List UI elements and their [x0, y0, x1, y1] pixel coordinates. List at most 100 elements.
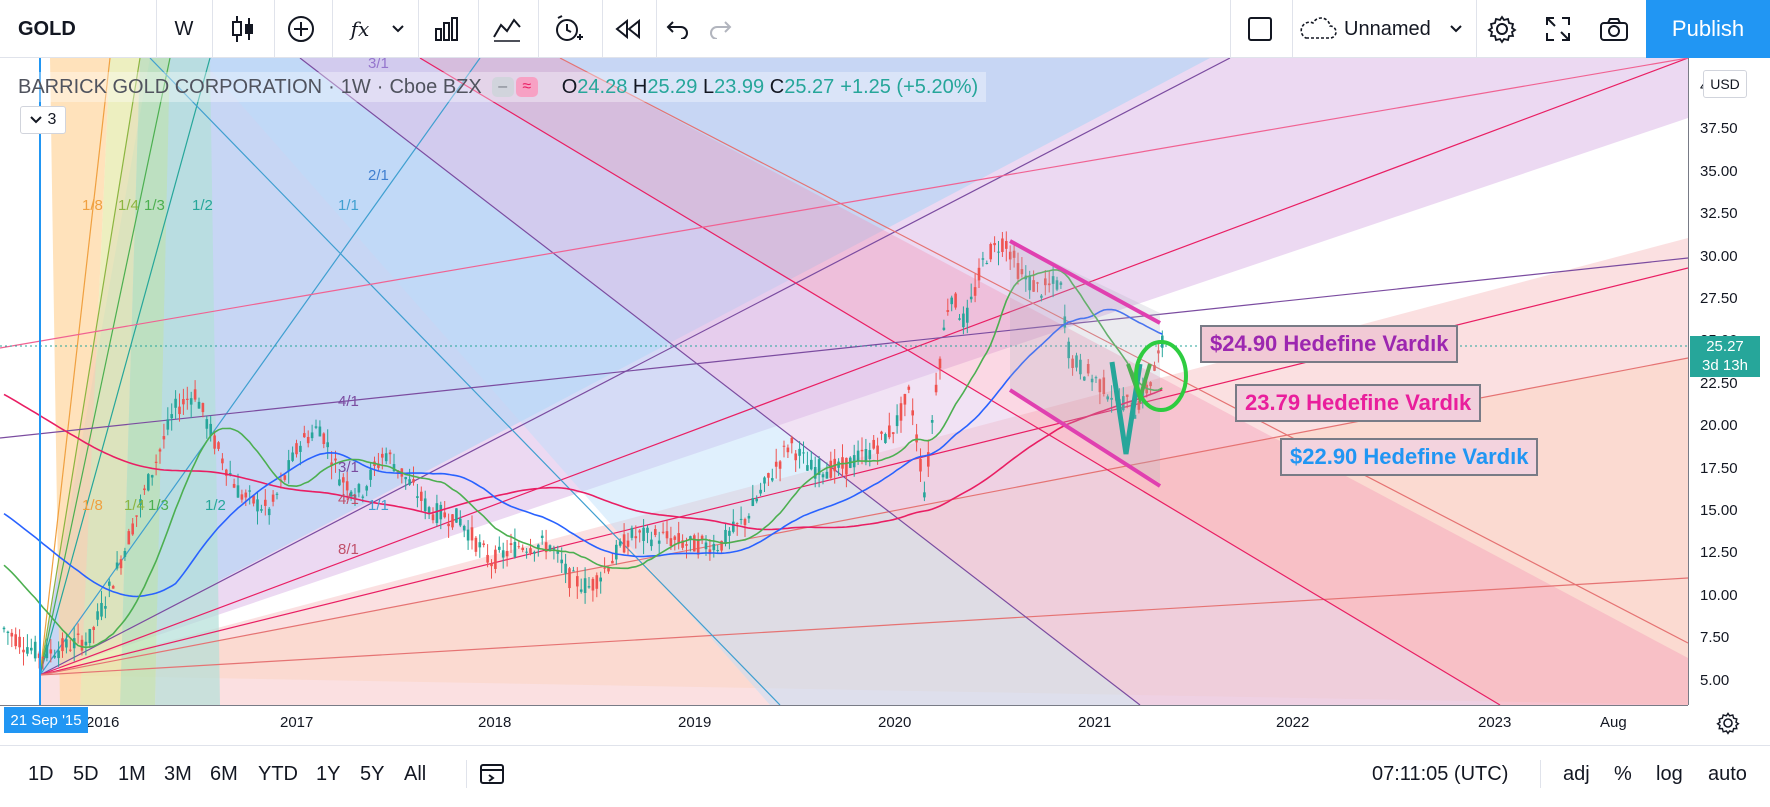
percent-toggle[interactable]: % [1614, 763, 1632, 785]
settings-button[interactable] [1480, 0, 1524, 58]
utc-clock[interactable]: 07:11:05 (UTC) [1372, 763, 1509, 785]
candle-body [150, 475, 154, 478]
time-tick: 2016 [86, 714, 120, 731]
fan-line [149, 58, 781, 705]
adjust-toggle[interactable]: adj [1563, 763, 1590, 785]
compare-chart-button[interactable] [484, 0, 530, 58]
layout-dropdown[interactable] [1446, 0, 1466, 58]
candle-body [1028, 275, 1031, 291]
target-label-2[interactable]: 23.79 Hedefine Vardık [1235, 384, 1482, 422]
candle-body [431, 514, 435, 521]
chevron-down-icon [392, 25, 404, 33]
alert-button[interactable] [544, 0, 594, 58]
templates-dropdown[interactable] [388, 0, 408, 58]
range-button-6m[interactable]: 6M [210, 763, 238, 785]
candle-body [572, 570, 575, 572]
candle-body [182, 399, 185, 405]
candle-body [209, 423, 212, 437]
candle-body [751, 498, 755, 506]
candle-body [459, 518, 462, 526]
candle-body [61, 638, 64, 652]
candle-body [338, 479, 341, 486]
range-button-all[interactable]: All [404, 763, 427, 785]
candle-body [115, 562, 119, 569]
candle-body [186, 398, 189, 400]
legend-toggle-pill[interactable]: – ≈ [491, 77, 538, 97]
candle-body [80, 639, 84, 651]
chart-pane[interactable]: 1/8 1/4 1/3 1/2 1/8 1/4 1/3 1/2 3/1 2/1 … [0, 58, 1770, 745]
candle-body [482, 543, 485, 545]
candle-body [225, 469, 228, 476]
publish-button[interactable]: Publish [1646, 0, 1770, 58]
range-button-1m[interactable]: 1M [118, 763, 146, 785]
candle-body [1086, 364, 1090, 374]
symbol-search[interactable]: GOLD [18, 17, 76, 40]
layout-menu[interactable]: Unnamed [1298, 0, 1460, 58]
financials-button[interactable] [424, 0, 470, 58]
candle-body [790, 437, 794, 444]
toolbar-divider [156, 0, 157, 58]
compare-toggle[interactable]: ≈ [515, 77, 538, 97]
undo-button[interactable] [660, 0, 696, 58]
hide-button[interactable]: – [491, 77, 514, 97]
range-button-ytd[interactable]: YTD [258, 763, 298, 785]
breakout-ellipse [1134, 340, 1188, 412]
range-button-5y[interactable]: 5Y [360, 763, 385, 785]
gear-icon [1487, 15, 1517, 44]
candle-body [271, 494, 275, 502]
candle-body [455, 508, 458, 523]
candle-body [603, 567, 606, 569]
range-button-3m[interactable]: 3M [164, 763, 192, 785]
fullscreen-button[interactable] [1536, 0, 1580, 58]
candle-body [973, 287, 977, 296]
snapshot-button[interactable] [1592, 0, 1636, 58]
replay-button[interactable] [608, 0, 648, 58]
candle-body [45, 645, 49, 659]
candle-body [275, 493, 279, 495]
range-button-5d[interactable]: 5D [73, 763, 99, 785]
time-axis[interactable] [0, 705, 1688, 745]
candle-body [423, 498, 427, 512]
candle-body [954, 293, 957, 308]
range-button-1d[interactable]: 1D [28, 763, 54, 785]
candle-body [30, 647, 33, 651]
candle-body [693, 535, 696, 552]
legend-separator: · [328, 75, 335, 98]
candle-body [1016, 263, 1020, 279]
candle-body [755, 498, 758, 502]
time-tick: 2021 [1078, 714, 1112, 731]
candle-body [334, 458, 337, 461]
candle-body [295, 443, 298, 455]
price-tick: 22.50 [1700, 374, 1738, 392]
log-toggle[interactable]: log [1656, 763, 1683, 785]
candle-body [139, 499, 142, 505]
chart-style-button[interactable] [222, 0, 264, 58]
chart-legend[interactable]: BARRICK GOLD CORPORATION · 1W · Cboe BZX… [18, 72, 987, 102]
redo-button[interactable] [702, 0, 738, 58]
candle-body [1067, 341, 1070, 359]
range-button-1y[interactable]: 1Y [316, 763, 341, 785]
candle-body [1001, 238, 1004, 252]
price-axis[interactable] [1688, 58, 1770, 705]
indicators-button[interactable]: fx [350, 17, 370, 41]
price-tick: 20.00 [1700, 417, 1738, 435]
fullscreen-chart-button[interactable] [1236, 0, 1284, 58]
high-value: 25.29 [647, 75, 698, 98]
candle-body [942, 327, 946, 330]
target-label-1[interactable]: $24.90 Hedefine Vardık [1200, 325, 1459, 363]
candle-body [244, 492, 248, 498]
date-range-button[interactable] [478, 760, 506, 791]
interval-button[interactable]: W [174, 17, 194, 40]
time-tick: 2023 [1478, 714, 1512, 731]
candle-body [576, 576, 579, 587]
candle-body [529, 548, 532, 553]
chart-settings-button[interactable] [1716, 711, 1740, 740]
currency-button[interactable]: USD [1703, 70, 1747, 98]
auto-toggle[interactable]: auto [1708, 763, 1747, 785]
chart-canvas[interactable]: 1/8 1/4 1/3 1/2 1/8 1/4 1/3 1/2 3/1 2/1 … [0, 58, 1688, 705]
indicators-collapse-button[interactable]: 3 [20, 106, 66, 134]
candle-body [946, 310, 950, 312]
compare-button[interactable] [280, 0, 322, 58]
candle-body [716, 550, 719, 552]
target-label-3[interactable]: $22.90 Hedefine Vardık [1280, 438, 1539, 476]
